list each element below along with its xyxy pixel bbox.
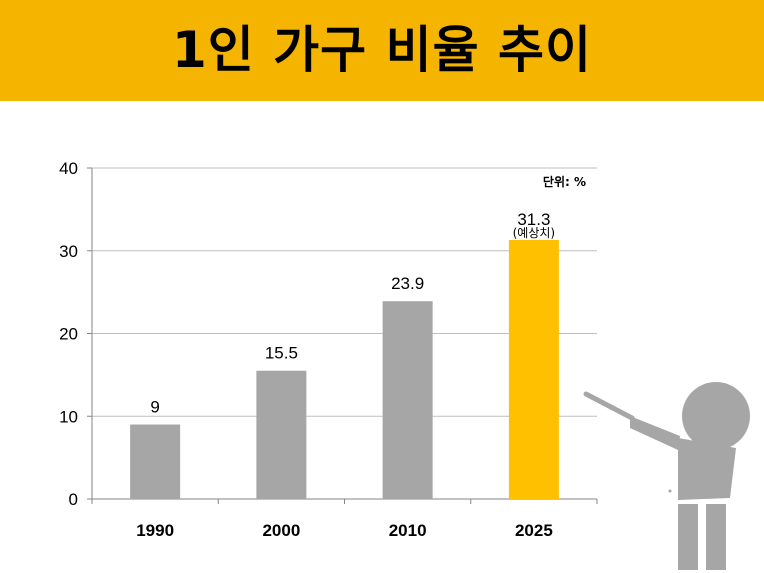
y-tick-label: 20 [59,325,78,344]
bars [130,239,559,499]
y-tick-label: 40 [59,159,78,178]
y-tick-label: 10 [59,407,78,426]
unit-label: 단위: % [543,174,586,189]
data-label-1990: 9 [150,398,159,417]
data-label-2025: 31.3 [517,210,550,229]
x-tick-label: 2000 [262,521,300,540]
x-tick-label: 2010 [389,521,427,540]
y-tick-label: 30 [59,242,78,261]
x-axis-ticks: 1990 2000 2010 2025 [136,521,553,540]
page-title: 1인 가구 비율 추이 [171,21,592,79]
bar-2010 [382,301,433,499]
x-tick-label: 1990 [136,521,174,540]
bar-2000 [256,370,307,499]
data-label-2000: 15.5 [265,344,298,363]
x-tick-label: 2025 [515,521,553,540]
data-labels: 9 15.5 23.9 31.3(예상치) [150,210,555,417]
y-tick-label: 0 [69,490,78,509]
title-banner [0,0,764,101]
bar-1990 [130,424,181,499]
data-label-2010: 23.9 [391,274,424,293]
bar-2025 [508,239,559,499]
annotation-2025: (예상치) [513,226,555,240]
presenter-with-pointer-icon [583,382,750,570]
y-axis-ticks: 0 10 20 30 40 [59,159,78,509]
